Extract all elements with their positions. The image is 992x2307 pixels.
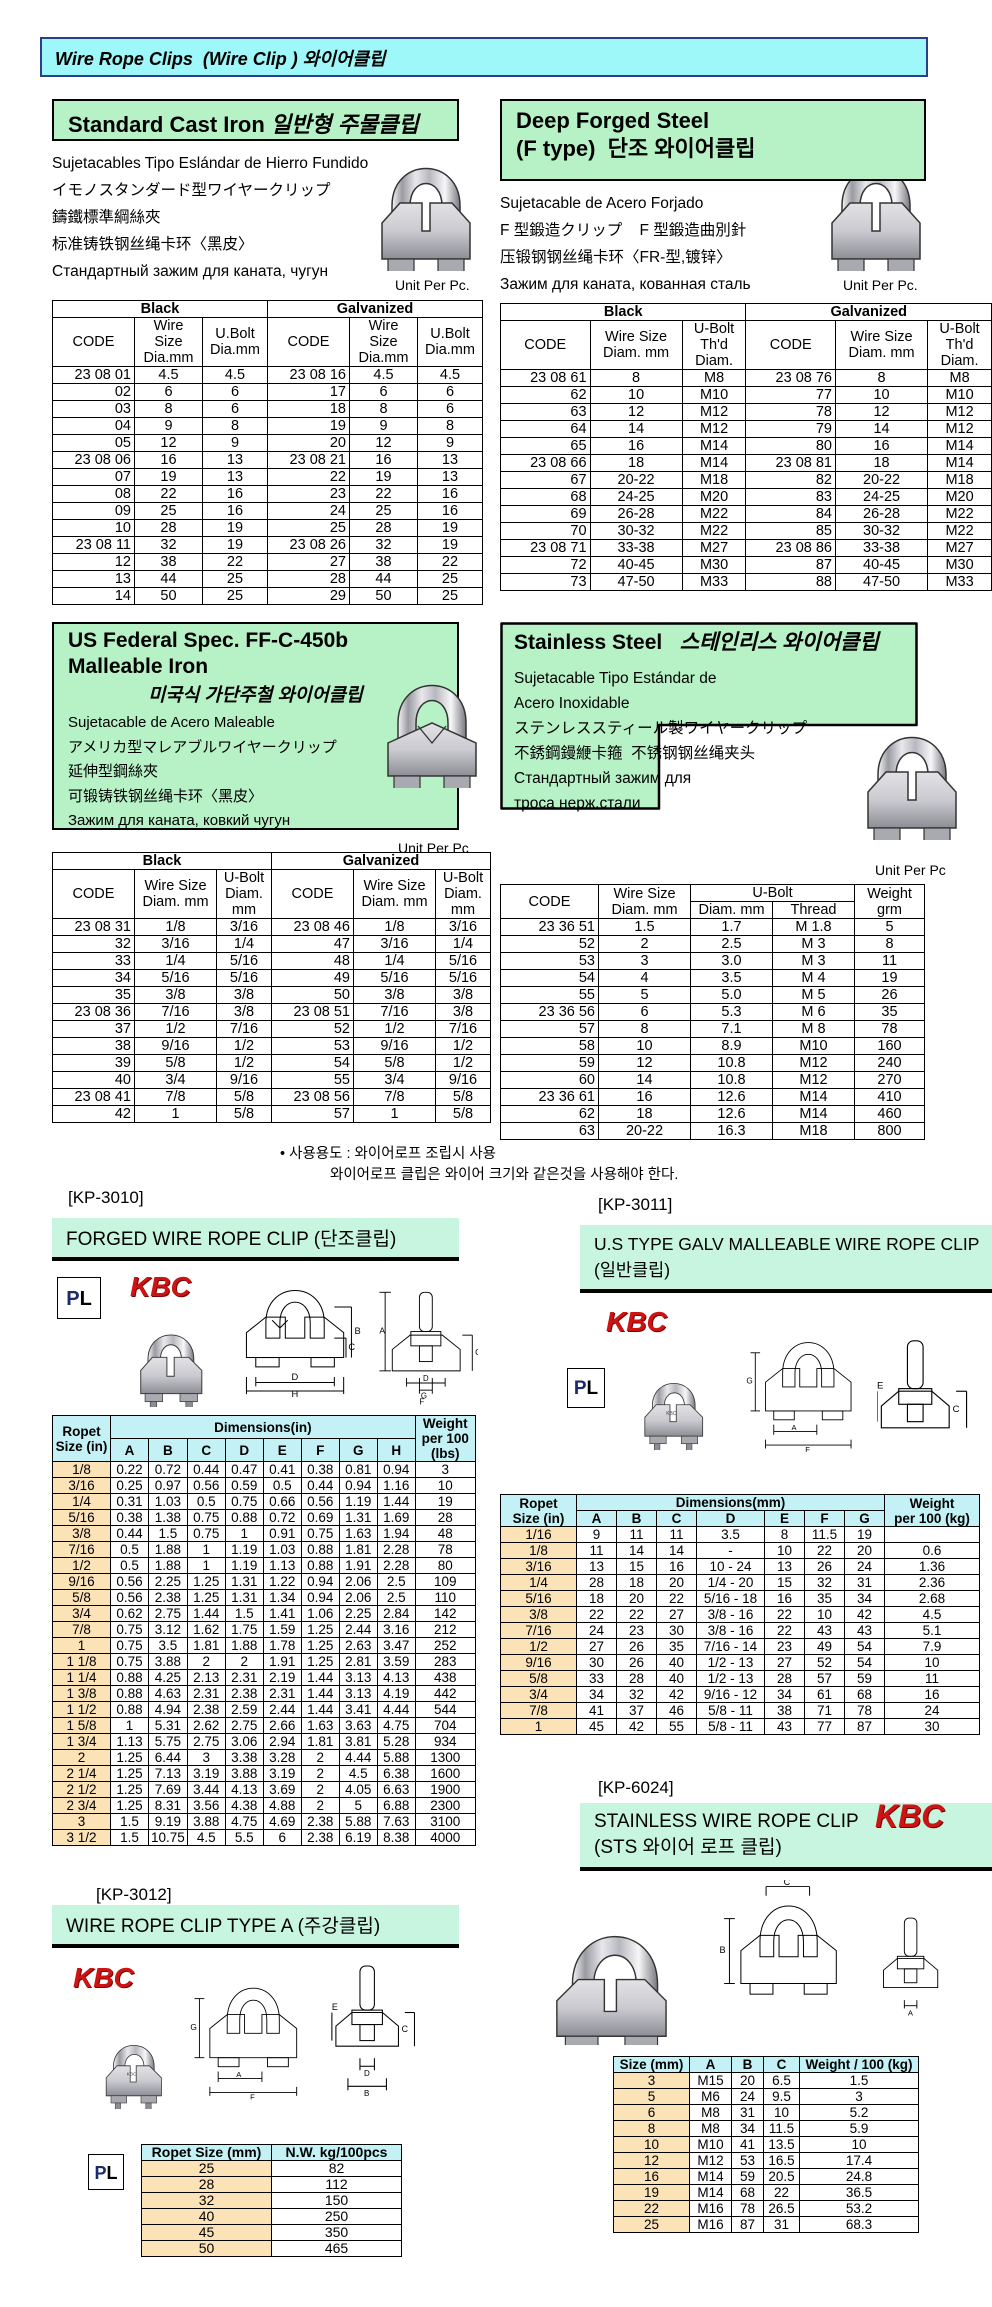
svg-text:D: D xyxy=(423,1374,429,1383)
svg-text:E: E xyxy=(877,1381,883,1392)
svg-text:B: B xyxy=(355,1326,361,1336)
svg-text:C: C xyxy=(784,1880,791,1887)
svg-text:A: A xyxy=(236,2070,242,2079)
svg-text:F: F xyxy=(250,2092,255,2101)
svg-text:A: A xyxy=(379,1326,385,1336)
svg-text:G: G xyxy=(190,2022,196,2032)
svg-text:KBC: KBC xyxy=(666,1411,677,1417)
svg-text:A: A xyxy=(792,1423,797,1432)
svg-text:C: C xyxy=(402,2024,409,2034)
svg-text:C: C xyxy=(348,1342,355,1352)
svg-text:C: C xyxy=(475,1347,478,1357)
svg-text:H: H xyxy=(292,1389,299,1399)
svg-text:F: F xyxy=(805,1445,810,1454)
svg-text:B: B xyxy=(720,1945,726,1955)
svg-text:F: F xyxy=(419,1397,424,1406)
svg-text:G: G xyxy=(746,1377,752,1386)
svg-text:E: E xyxy=(332,2002,338,2012)
svg-text:A: A xyxy=(908,2008,914,2017)
svg-text:D: D xyxy=(364,2069,370,2078)
svg-text:C: C xyxy=(953,1404,960,1415)
svg-text:B: B xyxy=(364,2089,369,2098)
svg-text:KBC: KBC xyxy=(127,2071,137,2077)
svg-text:D: D xyxy=(292,1372,299,1382)
